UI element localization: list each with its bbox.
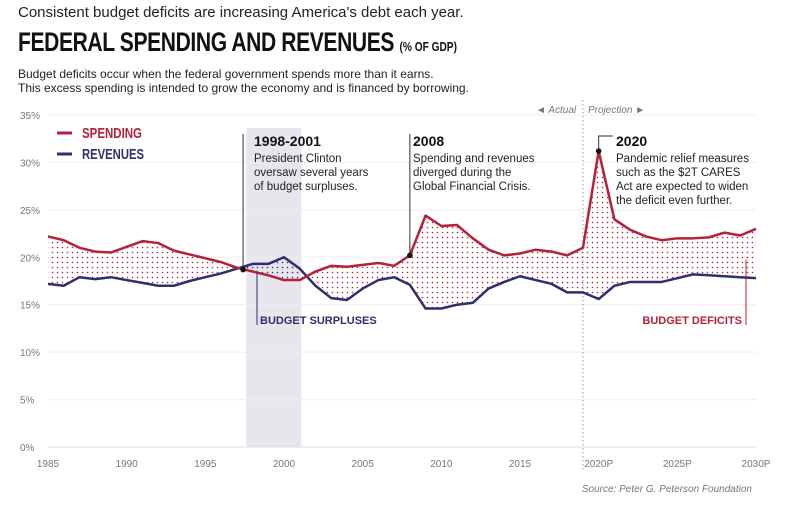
annotation-dot xyxy=(240,266,246,273)
legend: SPENDING REVENUES xyxy=(57,125,144,163)
y-tick-label: 0% xyxy=(20,443,35,454)
x-tick-label: 2000 xyxy=(273,459,296,470)
annotation-text: diverged during the xyxy=(413,167,511,179)
y-tick-label: 10% xyxy=(20,348,40,359)
annotation-heading: 1998-2001 xyxy=(254,133,321,149)
annotation-text: the deficit even further. xyxy=(616,195,732,207)
x-tick-label: 2010 xyxy=(430,459,453,470)
y-tick-label: 30% xyxy=(20,158,40,169)
x-tick-label: 1995 xyxy=(194,459,217,470)
legend-revenues: REVENUES xyxy=(82,146,144,163)
kicker-text: Consistent budget deficits are increasin… xyxy=(18,4,464,21)
actual-label: ◄ Actual xyxy=(536,105,577,116)
surplus-period-band xyxy=(246,128,302,447)
x-tick-label: 2030P xyxy=(742,459,771,470)
x-tick-label: 1985 xyxy=(37,459,60,470)
budget-surpluses-label: BUDGET SURPLUSES xyxy=(260,315,377,327)
annotation-text: oversaw several years xyxy=(254,167,369,179)
revenues-line xyxy=(47,256,757,310)
x-tick-label: 2005 xyxy=(352,459,375,470)
annotation-text: Global Financial Crisis. xyxy=(413,181,531,193)
annotation-dot xyxy=(595,148,602,154)
budget-deficits-label: BUDGET DEFICITS xyxy=(642,315,742,327)
deficit-area xyxy=(48,151,756,309)
annotation-text: of budget surpluses. xyxy=(254,181,358,193)
page-title: FEDERAL SPENDING AND REVENUES (% OF GDP) xyxy=(18,27,457,58)
y-tick-label: 20% xyxy=(20,253,40,264)
x-tick-label: 2020P xyxy=(584,459,613,470)
annotation-text: Act are expected to widen xyxy=(616,181,748,193)
projection-label: Projection ► xyxy=(588,105,645,116)
annotation-text: Spending and revenues xyxy=(413,153,535,165)
y-tick-label: 5% xyxy=(20,396,35,407)
title-text: FEDERAL SPENDING AND REVENUES xyxy=(18,27,395,57)
annotation-text: such as the $2T CARES xyxy=(616,167,741,179)
x-tick-label: 2025P xyxy=(663,459,692,470)
annotation-leader xyxy=(598,135,613,152)
y-tick-label: 15% xyxy=(20,301,40,312)
annotation-heading: 2008 xyxy=(413,133,444,149)
annotation-dot xyxy=(407,252,413,259)
surplus-area xyxy=(246,257,310,281)
annotation-heading: 2020 xyxy=(616,133,647,149)
y-tick-label: 25% xyxy=(20,206,40,217)
source-text: Source: Peter G. Peterson Foundation xyxy=(582,484,753,495)
x-tick-label: 1990 xyxy=(116,459,139,470)
title-unit: (% OF GDP) xyxy=(399,39,457,54)
description-line: Budget deficits occur when the federal g… xyxy=(18,67,434,81)
legend-spending: SPENDING xyxy=(82,125,142,142)
spending-line xyxy=(47,149,757,282)
x-tick-label: 2015 xyxy=(509,459,532,470)
annotation-text: Pandemic relief measures xyxy=(616,153,749,165)
annotation-text: President Clinton xyxy=(254,153,342,165)
y-tick-label: 35% xyxy=(20,111,40,122)
description-line: This excess spending is intended to grow… xyxy=(18,81,469,95)
description: Budget deficits occur when the federal g… xyxy=(18,67,469,95)
